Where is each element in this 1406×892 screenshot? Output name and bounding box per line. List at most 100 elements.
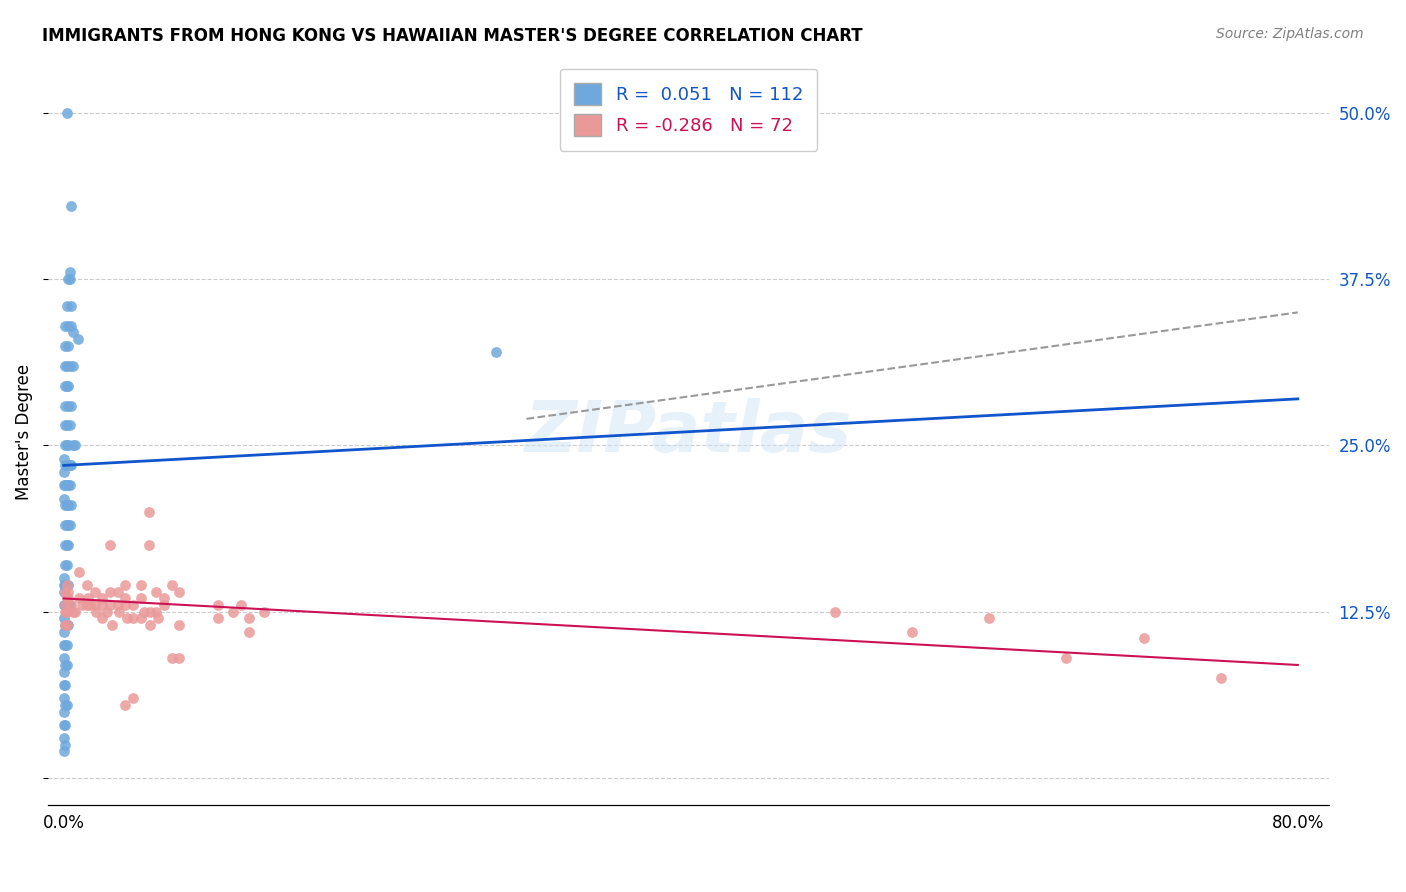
Point (52, 451, 75, 466)
Point (52, 665, 75, 679)
Point (58, 339, 80, 353)
Point (62, 605, 84, 619)
Point (59, 265, 82, 279)
Point (160, 651, 183, 665)
Point (207, 611, 229, 625)
Point (53, 518, 76, 533)
Point (83, 598, 105, 612)
Point (91, 591, 114, 606)
Point (52, 691, 75, 706)
Point (52, 731, 75, 746)
Point (160, 578, 183, 592)
Point (253, 605, 276, 619)
Point (53, 339, 76, 353)
Point (56, 618, 79, 632)
Point (56, 578, 79, 592)
Point (56, 359, 79, 373)
Point (58, 378, 80, 392)
Point (79, 598, 101, 612)
Point (91, 598, 114, 612)
Point (60, 199, 83, 213)
Point (1209, 671, 1232, 685)
Point (56, 605, 79, 619)
Point (53, 618, 76, 632)
Point (222, 605, 245, 619)
Point (52, 638, 75, 652)
Point (129, 611, 152, 625)
Point (100, 618, 122, 632)
Point (56, 478, 79, 492)
Text: Source: ZipAtlas.com: Source: ZipAtlas.com (1216, 27, 1364, 41)
Point (238, 624, 260, 639)
Point (59, 458, 82, 473)
Point (59, 478, 82, 492)
Point (169, 584, 191, 599)
Point (53, 718, 76, 732)
Point (52, 578, 75, 592)
Point (58, 399, 80, 413)
Point (56, 438, 79, 452)
Point (56, 591, 79, 606)
Text: ZIPatlas: ZIPatlas (524, 398, 852, 467)
Point (63, 438, 86, 452)
Point (53, 399, 76, 413)
Point (53, 618, 76, 632)
Point (53, 478, 76, 492)
Point (53, 678, 76, 692)
Point (145, 605, 167, 619)
Point (52, 624, 75, 639)
Point (53, 638, 76, 652)
Point (62, 326, 84, 340)
Point (114, 578, 136, 592)
Point (76, 598, 98, 612)
Text: IMMIGRANTS FROM HONG KONG VS HAWAIIAN MASTER'S DEGREE CORRELATION CHART: IMMIGRANTS FROM HONG KONG VS HAWAIIAN MA… (42, 27, 863, 45)
Point (53, 738, 76, 752)
Point (114, 698, 136, 712)
Point (114, 591, 136, 606)
Point (52, 465, 75, 479)
Point (138, 538, 160, 552)
Point (52, 651, 75, 665)
Point (56, 458, 79, 473)
Point (153, 598, 176, 612)
Point (53, 538, 76, 552)
Point (229, 598, 252, 612)
Point (52, 611, 75, 625)
Point (56, 105, 79, 120)
Point (53, 605, 76, 619)
Point (52, 598, 75, 612)
Point (98, 538, 121, 552)
Point (58, 584, 80, 599)
Point (53, 438, 76, 452)
Point (58, 598, 80, 612)
Point (96, 605, 118, 619)
Point (56, 299, 79, 313)
Point (56, 638, 79, 652)
Point (56, 698, 79, 712)
Point (59, 272, 82, 286)
Point (60, 318, 83, 333)
Point (84, 605, 107, 619)
Point (139, 618, 162, 632)
Point (56, 558, 79, 573)
Point (207, 598, 229, 612)
Point (107, 584, 129, 599)
Point (58, 578, 80, 592)
Point (108, 605, 131, 619)
Point (52, 584, 75, 599)
Point (67, 591, 90, 606)
Point (58, 318, 80, 333)
Point (53, 359, 76, 373)
Point (122, 611, 145, 625)
Point (238, 611, 260, 625)
Point (1054, 651, 1077, 665)
Point (52, 478, 75, 492)
Point (56, 618, 79, 632)
Point (107, 598, 129, 612)
Point (60, 399, 83, 413)
Point (58, 591, 80, 606)
Point (56, 578, 79, 592)
Point (901, 624, 924, 639)
Point (58, 498, 80, 512)
Point (58, 438, 80, 452)
